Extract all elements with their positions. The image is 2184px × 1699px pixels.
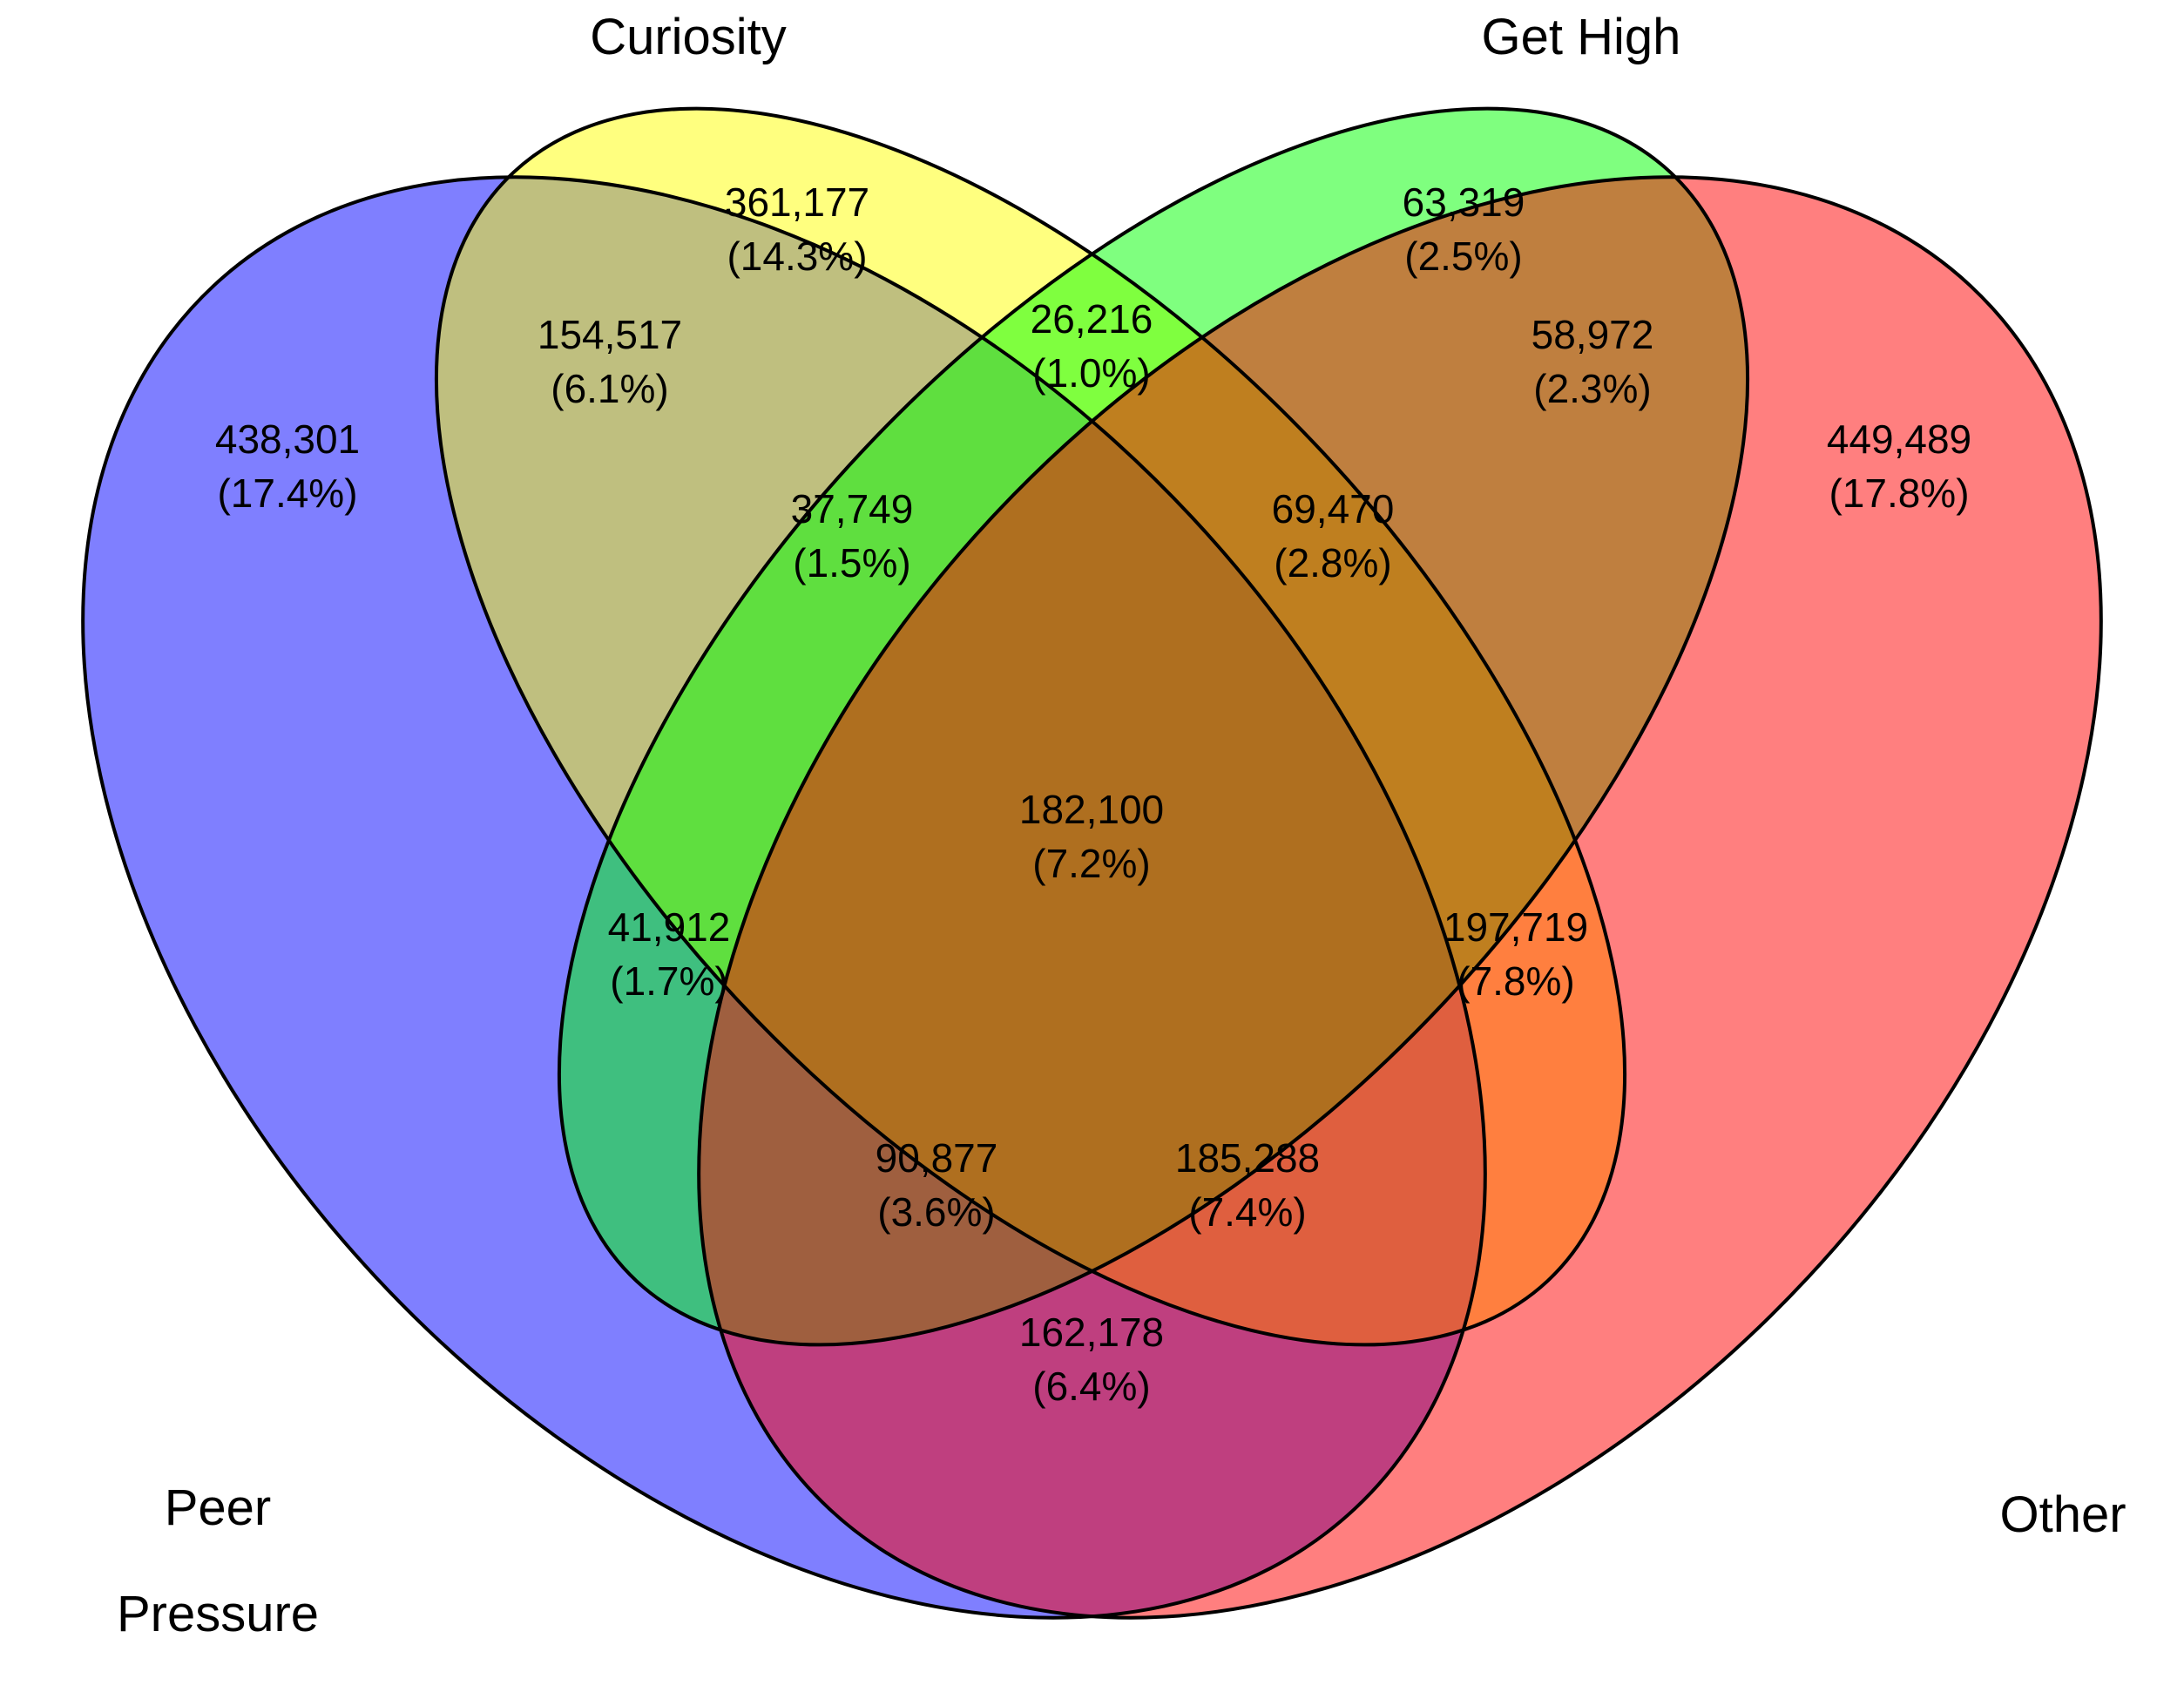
other-ellipse-outline: [697, 175, 2103, 1620]
region-get-high-only-pct: (2.5%): [1404, 234, 1522, 279]
region-curiosity-gethigh-other-value: 69,470: [1272, 486, 1395, 531]
region-peer-gethigh-pct: (1.7%): [610, 958, 727, 1004]
region-peer-other-pct: (6.4%): [1032, 1364, 1150, 1409]
region-gethigh-other-value: 58,972: [1532, 312, 1654, 357]
region-peer-curiosity-gethigh-value: 37,749: [791, 486, 914, 531]
region-peer-other-value: 162,178: [1019, 1310, 1164, 1355]
region-curiosity-gethigh-other-pct: (2.8%): [1274, 540, 1391, 586]
curiosity-ellipse-outline: [434, 106, 1627, 1347]
region-all-four-pct: (7.2%): [1032, 841, 1150, 886]
region-curiosity-other-pct: (7.8%): [1457, 958, 1574, 1004]
region-curiosity-other-value: 197,719: [1444, 904, 1588, 950]
curiosity-title: Curiosity: [590, 9, 787, 65]
peer-pressure-title-line1: Peer: [165, 1479, 272, 1536]
region-peer-pressure-only-value: 438,301: [215, 416, 360, 462]
region-peer-gethigh-other-pct: (3.6%): [877, 1189, 995, 1235]
get-high-ellipse-outline: [557, 106, 1750, 1347]
peer-pressure-ellipse-outline: [81, 175, 1487, 1620]
other-ellipse-fill: [699, 177, 2101, 1618]
region-curiosity-only-pct: (14.3%): [727, 234, 867, 279]
region-peer-curiosity-pct: (6.1%): [551, 366, 668, 411]
region-peer-curiosity-other-value: 185,288: [1175, 1135, 1320, 1181]
get-high-title: Get High: [1482, 9, 1681, 65]
region-peer-curiosity-gethigh-pct: (1.5%): [793, 540, 910, 586]
region-peer-gethigh-other-value: 90,877: [876, 1135, 998, 1181]
peer-pressure-title-line2: Pressure: [117, 1586, 319, 1642]
region-other-only-value: 449,489: [1827, 416, 1971, 462]
region-all-four-value: 182,100: [1019, 787, 1164, 832]
region-peer-pressure-only-pct: (17.4%): [217, 470, 357, 516]
region-peer-curiosity-other-pct: (7.4%): [1188, 1189, 1306, 1235]
region-curiosity-gethigh-pct: (1.0%): [1032, 350, 1150, 396]
other-title: Other: [1999, 1486, 2126, 1543]
region-gethigh-other-pct: (2.3%): [1533, 366, 1651, 411]
region-curiosity-only-value: 361,177: [725, 179, 869, 225]
region-get-high-only-value: 63,319: [1403, 179, 1525, 225]
region-peer-curiosity-value: 154,517: [538, 312, 682, 357]
region-curiosity-gethigh-value: 26,216: [1031, 296, 1153, 342]
region-peer-gethigh-value: 41,912: [608, 904, 731, 950]
region-other-only-pct: (17.8%): [1829, 470, 1969, 516]
